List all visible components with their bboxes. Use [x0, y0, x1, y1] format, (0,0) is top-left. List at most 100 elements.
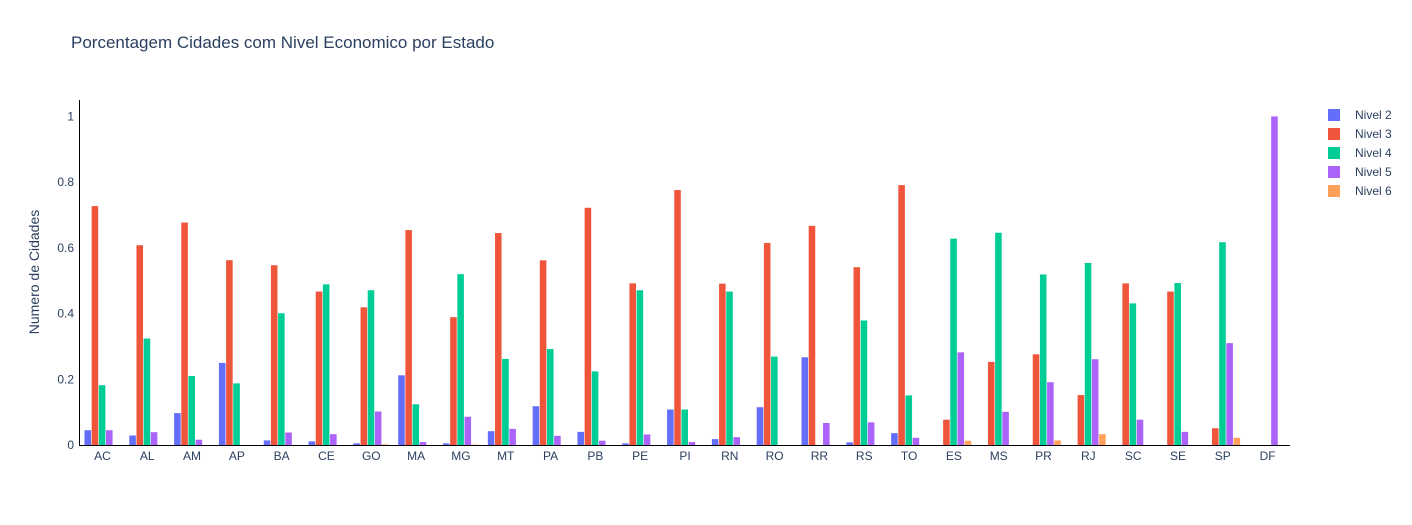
legend-item[interactable]: Nivel 6 — [1328, 181, 1392, 200]
bar[interactable] — [270, 265, 278, 445]
bar[interactable] — [330, 434, 337, 445]
bar[interactable] — [905, 395, 913, 445]
bar[interactable] — [891, 433, 898, 445]
bar[interactable] — [756, 407, 764, 445]
bar[interactable] — [315, 291, 323, 445]
bar[interactable] — [143, 338, 151, 445]
bar[interactable] — [84, 430, 92, 445]
bar[interactable] — [598, 440, 606, 445]
bar[interactable] — [487, 431, 495, 445]
bar[interactable] — [1099, 434, 1106, 445]
bar[interactable] — [1136, 419, 1144, 445]
bar[interactable] — [195, 439, 203, 445]
bar[interactable] — [726, 291, 733, 445]
bar[interactable] — [898, 185, 905, 445]
bar[interactable] — [957, 352, 965, 445]
bar[interactable] — [494, 233, 502, 445]
bar[interactable] — [808, 225, 816, 445]
bar[interactable] — [1167, 291, 1174, 445]
bar[interactable] — [226, 260, 233, 445]
bar[interactable] — [1039, 274, 1047, 445]
bar[interactable] — [405, 230, 412, 445]
bar[interactable] — [322, 284, 330, 445]
bar[interactable] — [308, 441, 316, 445]
bar[interactable] — [278, 313, 285, 445]
bar[interactable] — [733, 437, 740, 445]
bar[interactable] — [629, 283, 636, 445]
bar[interactable] — [622, 443, 629, 445]
legend-item[interactable]: Nivel 3 — [1328, 124, 1392, 143]
bar[interactable] — [398, 375, 405, 445]
bar[interactable] — [419, 442, 427, 445]
bar[interactable] — [374, 411, 382, 445]
bar[interactable] — [539, 260, 547, 445]
bar[interactable] — [174, 413, 181, 445]
bar[interactable] — [450, 317, 457, 445]
bar[interactable] — [285, 432, 292, 445]
bar[interactable] — [801, 357, 809, 445]
bar[interactable] — [681, 409, 688, 445]
bar[interactable] — [667, 409, 674, 445]
bar[interactable] — [771, 356, 778, 445]
bar[interactable] — [1054, 440, 1061, 445]
bar[interactable] — [360, 307, 368, 445]
bar[interactable] — [1129, 303, 1137, 445]
bar[interactable] — [950, 238, 957, 445]
bar[interactable] — [912, 437, 920, 445]
bar[interactable] — [763, 242, 771, 445]
legend-item[interactable]: Nivel 5 — [1328, 162, 1392, 181]
bar[interactable] — [443, 443, 450, 445]
bar[interactable] — [1212, 428, 1219, 445]
bar[interactable] — [532, 406, 540, 445]
bar[interactable] — [412, 404, 420, 445]
bar[interactable] — [554, 435, 561, 445]
bar[interactable] — [546, 349, 554, 445]
bar[interactable] — [846, 442, 853, 445]
bar[interactable] — [577, 431, 585, 445]
bar[interactable] — [943, 419, 950, 445]
bar[interactable] — [1002, 411, 1009, 445]
bar[interactable] — [674, 190, 681, 445]
bar[interactable] — [91, 206, 99, 445]
bar[interactable] — [1174, 283, 1181, 445]
bar[interactable] — [181, 222, 188, 445]
bar[interactable] — [150, 432, 158, 445]
bar[interactable] — [1032, 354, 1040, 445]
bar[interactable] — [719, 283, 726, 445]
bar[interactable] — [98, 385, 106, 445]
bar[interactable] — [509, 428, 516, 445]
bar[interactable] — [995, 232, 1002, 445]
bar[interactable] — [688, 442, 696, 445]
legend-item[interactable]: Nivel 2 — [1328, 105, 1392, 124]
bar[interactable] — [1084, 262, 1092, 445]
bar[interactable] — [853, 267, 861, 445]
bar[interactable] — [1233, 437, 1241, 445]
bar[interactable] — [1181, 431, 1189, 445]
bar[interactable] — [457, 274, 464, 445]
bar[interactable] — [218, 362, 226, 445]
bar[interactable] — [1271, 116, 1278, 446]
bar[interactable] — [1077, 395, 1085, 445]
bar[interactable] — [188, 376, 196, 445]
bar[interactable] — [464, 416, 472, 445]
bar[interactable] — [867, 422, 875, 445]
bar[interactable] — [353, 443, 360, 445]
bar[interactable] — [964, 440, 972, 445]
bar[interactable] — [1047, 382, 1054, 445]
bar[interactable] — [584, 207, 592, 445]
bar[interactable] — [1122, 283, 1129, 445]
bar[interactable] — [263, 440, 271, 445]
bar[interactable] — [382, 444, 389, 445]
bar[interactable] — [136, 245, 144, 445]
bar[interactable] — [987, 361, 995, 445]
bar[interactable] — [636, 290, 644, 445]
bar[interactable] — [1226, 343, 1233, 445]
bar[interactable] — [502, 358, 509, 445]
bar[interactable] — [1219, 242, 1226, 445]
bar[interactable] — [233, 383, 240, 445]
bar[interactable] — [1091, 359, 1099, 445]
legend-item[interactable]: Nivel 4 — [1328, 143, 1392, 162]
bar[interactable] — [860, 320, 868, 445]
bar[interactable] — [823, 422, 830, 445]
bar[interactable] — [129, 435, 136, 445]
